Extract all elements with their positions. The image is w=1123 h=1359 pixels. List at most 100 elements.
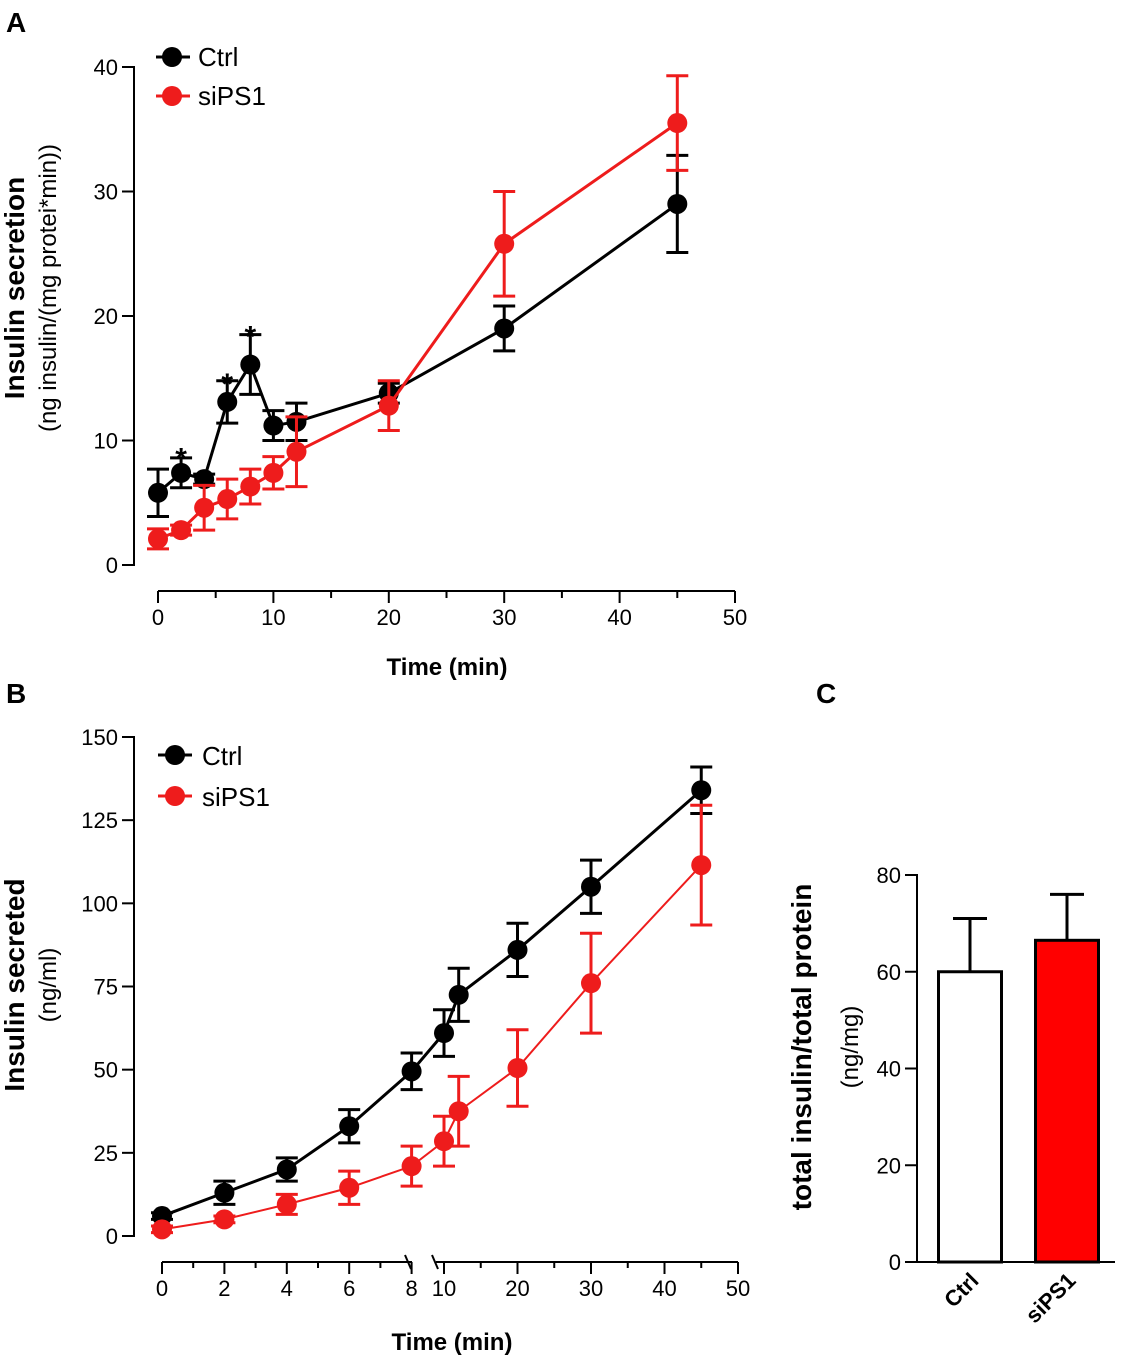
chart-b-ctrl-point (581, 876, 601, 897)
chart-c-bar-ctrl (937, 970, 1003, 1264)
chart-a-ctrl-point (217, 391, 238, 412)
chart-b-axis-break (431, 1254, 439, 1270)
significance-star: * (175, 442, 187, 475)
chart-a-xtick-label: 10 (261, 605, 285, 630)
chart-b-sips1-point (276, 1194, 297, 1215)
chart-b-ytick-label: 25 (94, 1141, 118, 1166)
chart-b-ctrl-point (448, 984, 469, 1005)
legend-a-sips1-marker (162, 86, 182, 106)
chart-a-ytick-label: 40 (94, 55, 118, 80)
chart-b-ctrl-line (161, 789, 703, 1218)
chart-b-xtick-label: 40 (652, 1276, 676, 1301)
chart-b-ctrl-point (214, 1182, 235, 1203)
chart-b-xtick-label: 0 (156, 1276, 168, 1301)
chart-b-ctrl-point (276, 1159, 297, 1180)
chart-a-sips1-point (148, 528, 168, 549)
chart-b-sips1-point (214, 1209, 235, 1230)
chart-c-ytick-label: 60 (877, 960, 901, 985)
chart-b-sips1-point (507, 1058, 528, 1079)
chart-a-ytick-label: 0 (106, 553, 118, 578)
panel-label-a: A (6, 7, 26, 38)
chart-a-legend: Ctrl siPS1 (156, 42, 266, 111)
chart-b-sips1-point (339, 1177, 360, 1198)
chart-a-ylabel: Insulin secretion (0, 177, 30, 400)
chart-a-ytick-label: 10 (94, 429, 118, 454)
chart-a-ctrl-point (148, 482, 168, 503)
chart-a-sips1-point (667, 113, 688, 134)
chart-b-xtick-label: 20 (505, 1276, 529, 1301)
chart-a-sips1-point (240, 476, 261, 497)
chart-a-ytick-label: 30 (94, 180, 118, 205)
chart-b-sips1-point (581, 973, 601, 994)
chart-b-sips1-point (152, 1219, 172, 1240)
chart-a-ctrl-point (171, 462, 192, 483)
chart-b-ylabel-unit: (ng/ml) (35, 948, 62, 1023)
chart-c-category-label: Ctrl (939, 1268, 983, 1312)
significance-star: * (244, 320, 256, 353)
legend-b-sips1-label: siPS1 (202, 782, 270, 812)
chart-c: 0 20 40 60 80 Ctrl siPS1 total insulin/total … (786, 863, 1115, 1328)
chart-b-xtick-label: 30 (579, 1276, 603, 1301)
chart-b-sips1-point (448, 1101, 469, 1122)
chart-b-ytick-label: 0 (106, 1224, 118, 1249)
chart-b-ytick-label: 125 (81, 808, 118, 833)
chart-a-sips1-point (194, 497, 215, 518)
panel-label-c: C (816, 678, 836, 709)
chart-c-ylabel-unit: (ng/mg) (837, 1006, 864, 1089)
chart-c-bar-sips1 (1034, 938, 1100, 1264)
chart-b-ctrl-point (434, 1023, 454, 1044)
chart-a-xtick-label: 50 (723, 605, 747, 630)
chart-b-sips1-point (691, 855, 712, 876)
chart-a-ctrl-point (667, 193, 688, 214)
chart-b-ctrl-point (401, 1061, 422, 1082)
chart-b-axis-break (404, 1254, 412, 1270)
chart-a-ctrl-point (263, 415, 284, 436)
chart-b-legend: Ctrl siPS1 (158, 741, 270, 812)
chart-a-xlabel: Time (min) (387, 654, 508, 681)
chart-a-xtick-label: 40 (607, 605, 631, 630)
chart-a-sips1-line (157, 121, 679, 541)
chart-b-xtick-label: 2 (218, 1276, 230, 1301)
chart-b-xlabel: Time (min) (392, 1329, 513, 1356)
chart-c-ylabel: total insulin/total protein (786, 884, 817, 1211)
chart-b-ytick-label: 150 (81, 725, 118, 750)
chart-a-ytick-label: 20 (94, 304, 118, 329)
chart-a-sips1-point (378, 395, 399, 416)
chart-b-ytick-label: 75 (94, 975, 118, 1000)
chart-b-ytick-label: 100 (81, 891, 118, 916)
legend-b-ctrl-label: Ctrl (202, 741, 242, 771)
chart-b-sips1-point (434, 1131, 454, 1152)
chart-b-ylabel: Insulin secreted (0, 878, 30, 1091)
chart-c-ytick-label: 40 (877, 1057, 901, 1082)
legend-b-ctrl-marker (165, 745, 185, 765)
legend-b-sips1-marker (165, 786, 185, 806)
chart-b: 0 25 50 75 100 125 150 0 2 4 6 8 10 20 30 40 50 Insulin … (0, 725, 750, 1356)
chart-a-xtick-label: 0 (152, 605, 164, 630)
chart-b-xtick-label: 10 (432, 1276, 456, 1301)
chart-a-sips1-point (171, 520, 192, 541)
chart-b-ctrl-point (339, 1116, 360, 1137)
chart-b-xtick-label: 50 (726, 1276, 750, 1301)
chart-c-ytick-label: 0 (889, 1250, 901, 1275)
panel-label-b: B (6, 678, 26, 709)
chart-b-xtick-label: 8 (405, 1276, 417, 1301)
legend-a-sips1-label: siPS1 (198, 81, 266, 111)
chart-a-ctrl-line (157, 202, 679, 494)
chart-a-sips1-point (217, 489, 238, 510)
chart-a-ctrl-point (494, 318, 515, 339)
legend-a-ctrl-marker (162, 47, 182, 67)
chart-a-sips1-point (494, 233, 515, 254)
chart-b-ctrl-point (507, 939, 528, 960)
chart-a-ctrl-point (240, 354, 261, 375)
chart-c-ytick-label: 20 (877, 1153, 901, 1178)
chart-c-category-label: siPS1 (1020, 1268, 1080, 1328)
legend-a-ctrl-label: Ctrl (198, 42, 238, 72)
chart-b-xtick-label: 4 (281, 1276, 293, 1301)
chart-b-sips1-point (401, 1156, 422, 1177)
chart-b-sips1-line (161, 864, 702, 1231)
chart-a-ylabel-unit: (ng insulin/(mg protei*min)) (35, 144, 62, 432)
chart-b-xtick-label: 6 (343, 1276, 355, 1301)
chart-a-xtick-label: 30 (492, 605, 516, 630)
chart-a-sips1-point (263, 462, 284, 483)
